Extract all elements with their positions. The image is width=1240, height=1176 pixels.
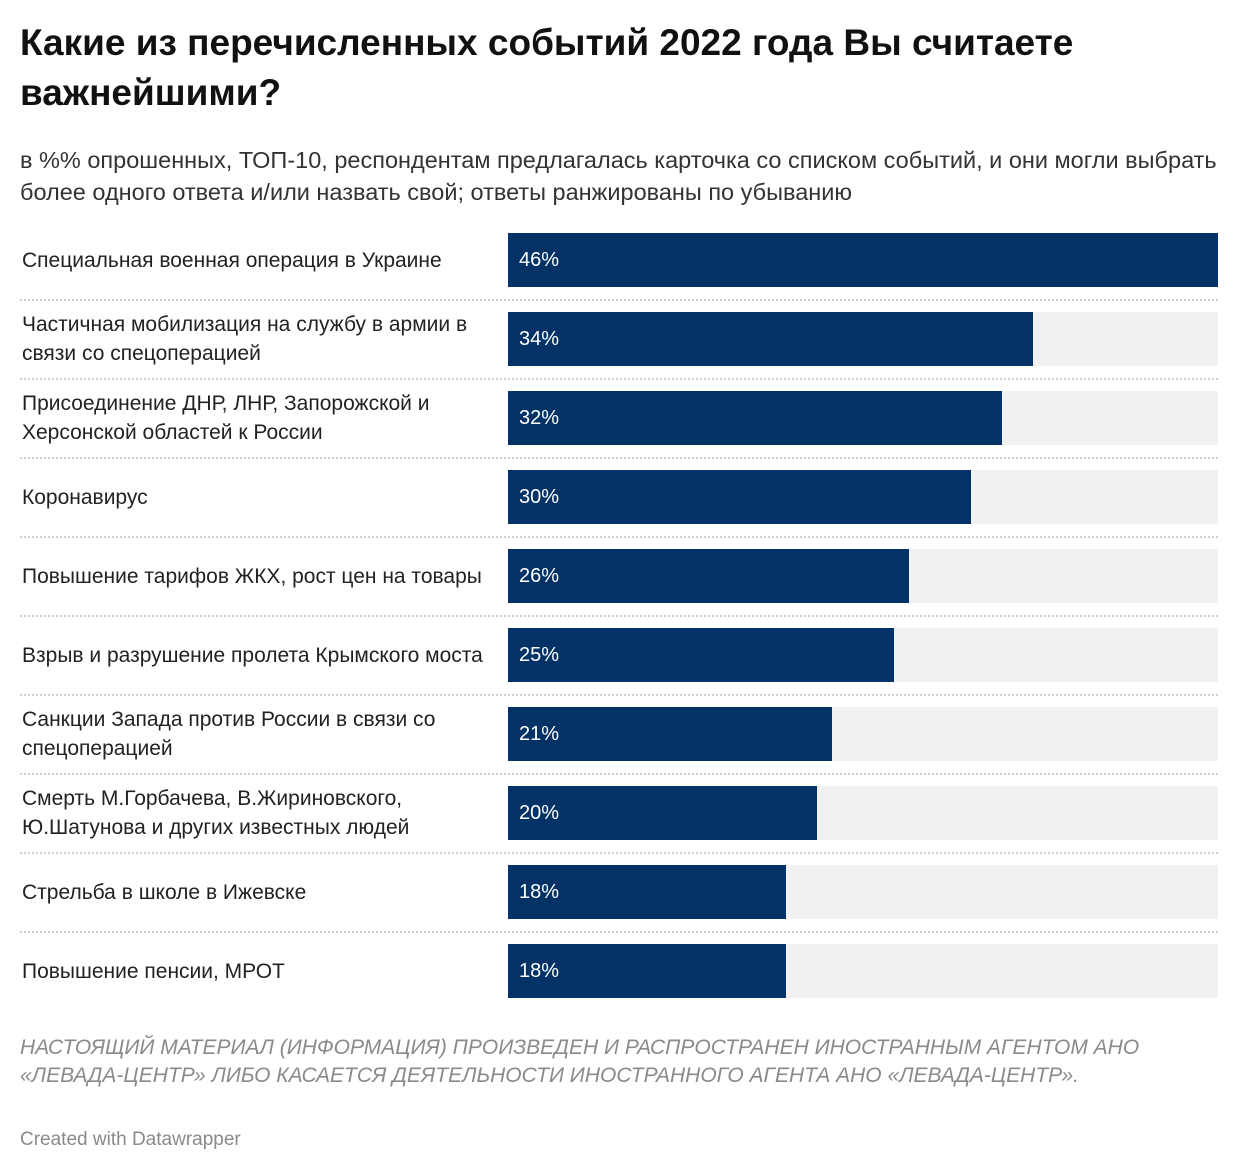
- chart-row: Взрыв и разрушение пролета Крымского мос…: [20, 621, 1218, 700]
- value-label: 26%: [519, 565, 560, 587]
- bar-track: 46%: [508, 233, 1218, 287]
- bar: 30%: [508, 470, 971, 524]
- chart-row: Коронавирус 30%: [20, 463, 1218, 542]
- chart-row: Стрельба в школе в Ижевске 18%: [20, 858, 1218, 937]
- chart-row: Смерть М.Горбачева, В.Жириновского, Ю.Ша…: [20, 779, 1218, 858]
- value-label: 32%: [519, 407, 560, 429]
- chart-row: Присоединение ДНР, ЛНР, Запорожской и Хе…: [20, 384, 1218, 463]
- value-label: 18%: [519, 960, 560, 982]
- chart-subtitle: в %% опрошенных, ТОП-10, респондентам пр…: [20, 147, 1217, 205]
- row-separator: [20, 852, 1218, 854]
- datawrapper-credit-link[interactable]: Created with Datawrapper: [20, 1129, 241, 1150]
- value-label: 30%: [519, 486, 560, 508]
- bar: 26%: [508, 549, 909, 603]
- value-label: 34%: [519, 328, 560, 350]
- bar-track: 32%: [508, 391, 1218, 445]
- chart-row: Повышение пенсии, МРОТ 18%: [20, 937, 1218, 1016]
- bar-track: 18%: [508, 944, 1218, 998]
- value-label: 25%: [519, 644, 560, 666]
- bar-track: 18%: [508, 865, 1218, 919]
- bar-track: 34%: [508, 312, 1218, 366]
- category-label: Повышение пенсии, МРОТ: [22, 959, 285, 983]
- category-label: Взрыв и разрушение пролета Крымского мос…: [22, 643, 483, 667]
- category-label: Санкции Запада против России в связи со …: [22, 708, 436, 760]
- bar-track: 25%: [508, 628, 1218, 682]
- bar: 32%: [508, 391, 1002, 445]
- row-separator: [20, 378, 1218, 380]
- bar: 18%: [508, 944, 786, 998]
- row-separator: [20, 615, 1218, 617]
- category-label: Специальная военная операция в Украине: [22, 248, 442, 272]
- foreign-agent-note: НАСТОЯЩИЙ МАТЕРИАЛ (ИНФОРМАЦИЯ) ПРОИЗВЕД…: [20, 1036, 1140, 1087]
- bar-track: 26%: [508, 549, 1218, 603]
- row-separator: [20, 457, 1218, 459]
- category-label: Стрельба в школе в Ижевске: [22, 880, 307, 904]
- category-label: Присоединение ДНР, ЛНР, Запорожской и Хе…: [22, 392, 430, 444]
- value-label: 20%: [519, 802, 560, 824]
- bar: 20%: [508, 786, 817, 840]
- value-label: 18%: [519, 881, 560, 903]
- bar-track: 20%: [508, 786, 1218, 840]
- bar: 46%: [508, 233, 1218, 287]
- bar: 18%: [508, 865, 786, 919]
- bar-chart: Специальная военная операция в Украине 46…: [20, 226, 1218, 1006]
- chart-row: Частичная мобилизация на службу в армии …: [20, 305, 1218, 384]
- category-label: Частичная мобилизация на службу в армии …: [22, 313, 468, 365]
- bar: 21%: [508, 707, 832, 761]
- bar: 25%: [508, 628, 894, 682]
- chart-row: Специальная военная операция в Украине 46…: [20, 226, 1218, 305]
- bar-track: 30%: [508, 470, 1218, 524]
- value-label: 21%: [519, 723, 560, 745]
- category-label: Коронавирус: [22, 485, 148, 509]
- row-separator: [20, 299, 1218, 301]
- category-label: Повышение тарифов ЖКХ, рост цен на товар…: [22, 564, 482, 588]
- bar-track: 21%: [508, 707, 1218, 761]
- category-label: Смерть М.Горбачева, В.Жириновского, Ю.Ша…: [22, 787, 410, 839]
- row-separator: [20, 931, 1218, 933]
- row-separator: [20, 694, 1218, 696]
- bar: 34%: [508, 312, 1033, 366]
- chart-row: Санкции Запада против России в связи со …: [20, 700, 1218, 779]
- row-separator: [20, 536, 1218, 538]
- chart-title: Какие из перечисленных событий 2022 года…: [20, 22, 1074, 113]
- value-label: 46%: [519, 249, 560, 271]
- chart-row: Повышение тарифов ЖКХ, рост цен на товар…: [20, 542, 1218, 621]
- row-separator: [20, 773, 1218, 775]
